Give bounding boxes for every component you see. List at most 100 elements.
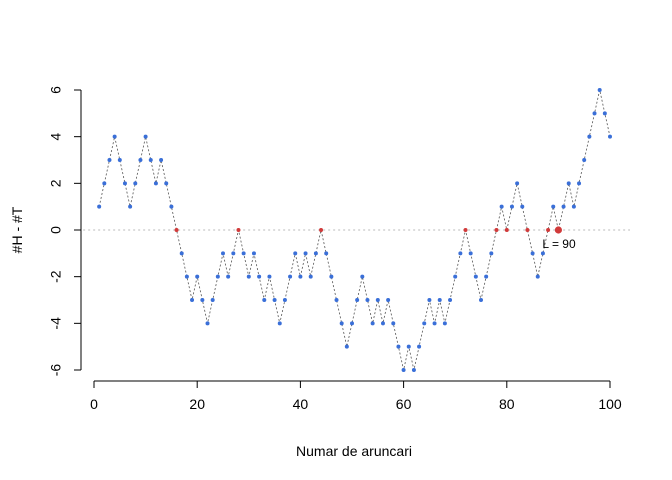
axes-layer: 0 20 40 60 80 100 -6 -4 -2 0 2 4 6	[48, 86, 622, 412]
x-tick-label: 100	[598, 396, 622, 412]
zero-point	[546, 228, 551, 232]
data-points-layer	[97, 88, 612, 372]
data-point	[241, 251, 246, 256]
data-point	[370, 321, 375, 326]
y-tick-label: -2	[48, 270, 64, 283]
data-point	[592, 111, 597, 116]
data-point	[184, 274, 189, 279]
y-tick-label: 2	[48, 179, 64, 187]
data-point	[128, 204, 133, 209]
data-point	[535, 274, 540, 279]
data-point	[380, 321, 385, 326]
data-point	[308, 274, 313, 279]
x-tick-label: 40	[293, 396, 309, 412]
data-point	[195, 274, 200, 279]
data-point	[448, 298, 453, 302]
y-axis-title: #H - #T	[9, 206, 25, 253]
data-point	[484, 274, 489, 279]
data-point	[164, 181, 169, 186]
zero-point	[174, 228, 179, 232]
data-point	[179, 251, 184, 256]
data-point	[561, 204, 566, 209]
x-tick-label: 20	[189, 396, 205, 412]
data-point	[540, 251, 545, 256]
data-point	[298, 274, 303, 279]
data-point	[200, 298, 205, 302]
data-point	[411, 368, 416, 372]
data-point	[437, 298, 442, 302]
data-point	[551, 204, 556, 209]
data-point	[602, 111, 607, 116]
highlight-point	[554, 226, 563, 234]
data-point	[246, 274, 251, 279]
data-point	[138, 158, 143, 162]
data-point	[582, 158, 587, 162]
y-tick-label: -6	[48, 364, 64, 377]
data-point	[262, 298, 267, 302]
data-point	[334, 298, 339, 302]
data-point	[515, 181, 520, 186]
data-point	[396, 344, 401, 349]
data-point	[226, 274, 231, 279]
data-point	[221, 251, 225, 256]
data-point	[293, 251, 298, 256]
data-point	[122, 181, 127, 186]
zero-point	[319, 228, 324, 232]
data-point	[102, 181, 107, 186]
data-point	[422, 321, 427, 326]
data-point	[355, 298, 360, 302]
data-point	[375, 298, 380, 302]
data-point	[159, 158, 164, 162]
x-tick-label: 80	[499, 396, 515, 412]
data-point	[324, 251, 329, 256]
data-point	[608, 134, 612, 139]
data-point	[148, 158, 153, 162]
data-point	[442, 321, 447, 326]
data-point	[489, 251, 494, 256]
data-point	[117, 158, 122, 162]
data-point	[417, 344, 422, 349]
data-point	[577, 181, 582, 186]
data-point	[339, 321, 344, 326]
data-point	[566, 181, 571, 186]
data-point	[277, 321, 282, 326]
data-point	[401, 368, 406, 372]
data-point	[231, 251, 236, 256]
data-point	[303, 251, 308, 256]
x-axis-title: Numar de aruncari	[296, 443, 412, 459]
data-point	[350, 321, 354, 326]
data-point	[473, 274, 478, 279]
data-point	[453, 274, 458, 279]
data-point	[360, 274, 365, 279]
y-tick-label: -4	[48, 317, 64, 330]
data-point	[509, 204, 514, 209]
y-tick-label: 6	[48, 86, 64, 94]
zero-point	[236, 228, 241, 232]
data-point	[190, 298, 195, 302]
data-point	[391, 321, 396, 326]
data-point	[153, 181, 158, 186]
data-point	[479, 298, 483, 302]
data-point	[97, 204, 102, 209]
annotation-label: L = 90	[542, 237, 576, 251]
data-point	[365, 298, 370, 302]
y-tick-label: 0	[48, 226, 64, 234]
data-point	[587, 134, 592, 139]
x-tick-label: 60	[396, 396, 412, 412]
data-point	[210, 298, 215, 302]
data-point	[205, 321, 210, 326]
data-point	[169, 204, 174, 209]
zero-point	[525, 228, 530, 232]
data-point	[344, 344, 349, 349]
data-point	[251, 251, 256, 256]
data-point	[386, 298, 391, 302]
data-point	[313, 251, 318, 256]
zero-point	[494, 228, 499, 232]
data-point	[520, 204, 525, 209]
data-point	[329, 274, 334, 279]
data-point	[282, 298, 287, 302]
data-point	[107, 158, 112, 162]
data-point	[499, 204, 504, 209]
data-point	[133, 181, 138, 186]
